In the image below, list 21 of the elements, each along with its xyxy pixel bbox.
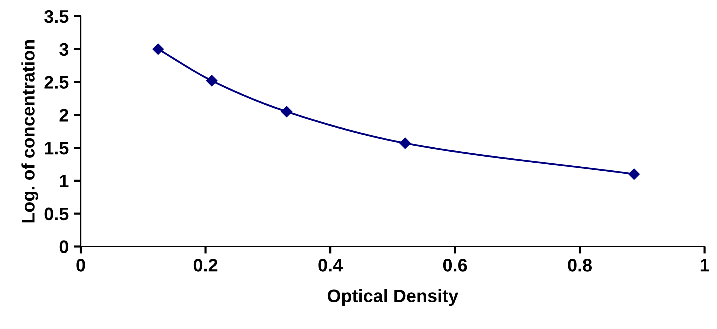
point <box>628 168 640 180</box>
x-tick-label: 0.2 <box>194 259 218 272</box>
y-tick-label: 3.5 <box>44 10 69 24</box>
point <box>281 106 292 118</box>
x-tick-label: 1 <box>700 259 710 272</box>
x-axis-title: Optical Density <box>328 289 459 306</box>
y-axis-title: Log. of concentration <box>22 40 39 223</box>
y-tick-label: 2 <box>60 109 68 122</box>
y-tick-label: 3 <box>60 43 69 56</box>
point <box>206 75 218 87</box>
y-tick-label: 1.5 <box>45 142 69 155</box>
x-tick-label: 0.6 <box>443 259 468 272</box>
point <box>152 44 164 55</box>
x-tick-label: 0.8 <box>568 259 592 272</box>
x-tick-label: 0 <box>76 259 86 272</box>
x-tick-label: 0.4 <box>318 259 343 272</box>
y-tick-label: 0 <box>60 240 68 254</box>
point <box>400 138 411 150</box>
y-tick-label: 2.5 <box>44 76 69 89</box>
y-tick-label: 1 <box>60 175 69 188</box>
y-tick-label: 0.5 <box>44 208 69 221</box>
